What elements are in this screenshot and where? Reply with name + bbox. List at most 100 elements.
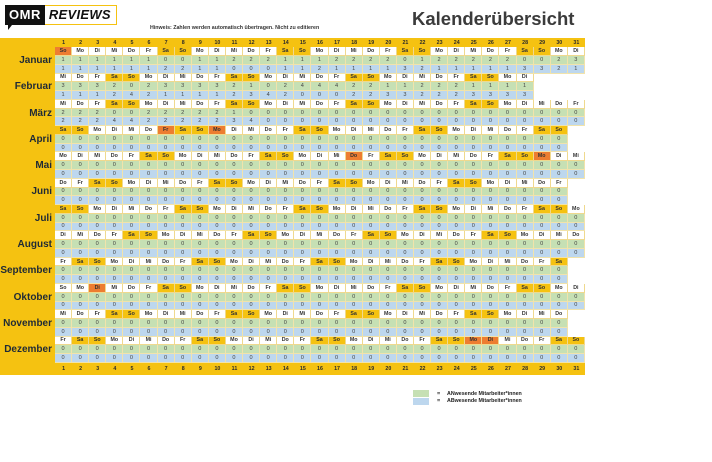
weekday-cell: Mi (72, 231, 90, 241)
weekday-cell: Do (413, 178, 432, 188)
weekday-cell: Mi (157, 178, 175, 188)
absent-count-cell: 0 (208, 301, 226, 311)
present-count-cell: 0 (379, 213, 397, 223)
present-count-cell: 1 (243, 82, 261, 92)
weekday-cell: Mo (379, 99, 397, 109)
month-label-juli: Juli (0, 205, 55, 232)
weekday-cell: Mo (567, 205, 585, 214)
weekday-cell: Mo (72, 47, 90, 57)
footer-corner (0, 362, 55, 375)
absent-count-cell: 2 (550, 64, 568, 74)
weekday-cell: Mo (550, 47, 568, 57)
absent-count-cell: 0 (157, 222, 175, 232)
legend-equals: = (437, 398, 441, 405)
day-number-footer: 26 (482, 362, 500, 375)
weekday-cell: Mi (533, 99, 551, 109)
absent-count-cell: 0 (243, 222, 261, 232)
weekday-cell: Mi (191, 231, 209, 241)
absent-count-cell: 0 (294, 196, 312, 206)
day-number-header: 24 (448, 38, 466, 48)
weekday-cell: Fr (277, 126, 295, 135)
present-count-cell: 0 (311, 292, 329, 302)
weekday-cell: So (174, 283, 192, 293)
weekday-cell: Mi (413, 73, 432, 83)
absent-count-cell: 2 (311, 64, 329, 74)
weekday-cell: Mi (225, 283, 244, 293)
absent-count-cell: 0 (260, 327, 278, 337)
present-count-cell: 2 (225, 56, 244, 65)
weekday-cell: Mo (260, 73, 278, 83)
weekday-cell: Mi (277, 178, 295, 188)
present-count-cell: 0 (550, 213, 568, 223)
weekday-cell: Fr (448, 99, 466, 109)
present-count-cell: 0 (106, 134, 124, 144)
absent-count-cell: 0 (499, 196, 517, 206)
weekday-cell: Di (277, 73, 295, 83)
weekday-cell: Mi (55, 99, 73, 109)
weekday-cell: So (448, 257, 466, 267)
present-count-cell: 0 (191, 134, 209, 144)
present-count-cell: 0 (140, 319, 158, 328)
weekday-cell: So (328, 257, 346, 267)
weekday-cell: Fr (431, 178, 449, 188)
present-count-cell: 0 (277, 213, 295, 223)
day-number-footer: 3 (89, 362, 107, 375)
absent-count-cell: 0 (448, 248, 466, 258)
absent-count-cell: 0 (89, 170, 107, 179)
present-count-cell: 0 (140, 292, 158, 302)
weekday-cell: So (413, 283, 432, 293)
weekday-cell: So (431, 205, 449, 214)
absent-count-cell: 0 (533, 354, 551, 363)
present-count-cell: 0 (243, 240, 261, 249)
absent-count-cell: 0 (379, 327, 397, 337)
weekday-cell: Fr (448, 310, 466, 320)
absent-count-cell: 2 (225, 91, 244, 100)
weekday-cell: Mo (140, 310, 158, 320)
present-count-cell: 0 (396, 161, 414, 171)
absent-count-cell: 0 (550, 143, 568, 153)
present-count-cell: 0 (208, 266, 226, 276)
weekday-cell: Mi (448, 152, 466, 162)
present-count-cell: 2 (140, 82, 158, 92)
weekday-cell: Sa (55, 126, 73, 135)
weekday-cell: So (123, 310, 141, 320)
present-swatch (413, 390, 429, 398)
absent-count-cell: 0 (277, 354, 295, 363)
weekday-cell: Fr (55, 336, 73, 346)
weekday-cell: Di (225, 126, 244, 135)
present-count-cell: 4 (311, 82, 329, 92)
present-count-cell: 0 (243, 292, 261, 302)
weekday-cell: Do (191, 73, 209, 83)
weekday-cell: Mo (482, 178, 500, 188)
absent-count-cell: 0 (516, 275, 534, 284)
weekday-cell: Do (89, 231, 107, 241)
present-count-cell: 1 (208, 56, 226, 65)
page-title: Kalenderübersicht (412, 8, 575, 29)
weekday-cell: Fr (533, 336, 551, 346)
weekday-cell: Mi (208, 152, 226, 162)
weekday-cell: Di (106, 205, 124, 214)
weekday-cell: Do (362, 283, 380, 293)
weekday-cell: Sa (448, 178, 466, 188)
absent-count-cell: 0 (106, 143, 124, 153)
present-count-cell: 0 (550, 187, 568, 197)
weekday-cell: Sa (294, 205, 312, 214)
absent-count-cell: 0 (499, 222, 517, 232)
weekday-cell: Di (431, 152, 449, 162)
present-count-cell: 0 (362, 345, 380, 355)
absent-count-cell: 0 (533, 327, 551, 337)
present-count-cell: 0 (55, 345, 73, 355)
absent-count-cell: 0 (516, 222, 534, 232)
present-count-cell: 0 (294, 266, 312, 276)
present-count-cell: 0 (396, 266, 414, 276)
weekday-cell: Mi (294, 99, 312, 109)
present-count-cell: 2 (55, 108, 73, 118)
present-count-cell: 0 (208, 161, 226, 171)
absent-count-cell: 1 (465, 64, 483, 74)
absent-count-cell: 0 (157, 170, 175, 179)
present-count-cell: 0 (328, 266, 346, 276)
present-count-cell: 0 (140, 213, 158, 223)
weekday-cell: Do (243, 47, 261, 57)
weekday-cell: Mo (533, 152, 551, 162)
day-number-header: 22 (413, 38, 432, 48)
